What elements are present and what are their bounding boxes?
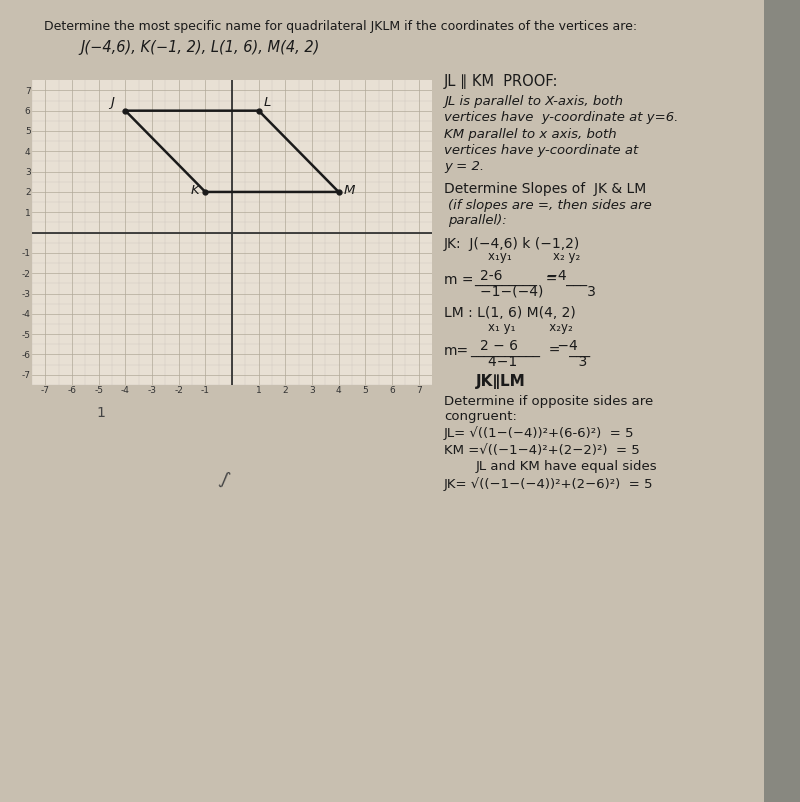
Text: JL ∥ KM  PROOF:: JL ∥ KM PROOF:: [444, 74, 558, 89]
Text: JL= √((1−(−4))²+(6-6)²)  = 5: JL= √((1−(−4))²+(6-6)²) = 5: [444, 427, 634, 440]
Text: JK∥LM: JK∥LM: [476, 374, 526, 389]
Text: 1: 1: [96, 406, 105, 420]
Text: LM : L(1, 6) M(4, 2): LM : L(1, 6) M(4, 2): [444, 306, 576, 320]
Text: _________  =  ___: _________ = ___: [474, 273, 587, 287]
Text: JK:  J(−4,6) k (−1,2): JK: J(−4,6) k (−1,2): [444, 237, 580, 250]
Text: JK= √((−1−(−4))²+(2−6)²)  = 5: JK= √((−1−(−4))²+(2−6)²) = 5: [444, 477, 654, 491]
Text: J(−4,6), K(−1, 2), L(1, 6), M(4, 2): J(−4,6), K(−1, 2), L(1, 6), M(4, 2): [80, 40, 319, 55]
Text: Determine the most specific name for quadrilateral JKLM if the coordinates of th: Determine the most specific name for qua…: [44, 20, 637, 33]
Text: Determine Slopes of  JK & LM: Determine Slopes of JK & LM: [444, 182, 646, 196]
Text: KM =√((−1−4)²+(2−2)²)  = 5: KM =√((−1−4)²+(2−2)²) = 5: [444, 444, 640, 456]
Text: 2 − 6         −4: 2 − 6 −4: [480, 339, 578, 353]
Text: x₁y₁           x₂ y₂: x₁y₁ x₂ y₂: [488, 250, 580, 263]
Text: KM parallel to x axis, both: KM parallel to x axis, both: [444, 128, 617, 141]
Text: L: L: [263, 95, 271, 108]
Text: vertices have  y-coordinate at y=6.: vertices have y-coordinate at y=6.: [444, 111, 678, 124]
Text: y = 2.: y = 2.: [444, 160, 484, 173]
Text: J: J: [110, 95, 114, 108]
Text: 2-6          −4: 2-6 −4: [480, 269, 566, 282]
Text: ∫: ∫: [216, 469, 231, 489]
Text: __________  =  ___: __________ = ___: [470, 344, 590, 358]
Text: x₁ y₁         x₂y₂: x₁ y₁ x₂y₂: [488, 321, 573, 334]
Text: parallel):: parallel):: [448, 214, 506, 227]
Text: (if slopes are =, then sides are: (if slopes are =, then sides are: [448, 199, 652, 212]
Text: congruent:: congruent:: [444, 410, 517, 423]
Text: −1−(−4)          3: −1−(−4) 3: [480, 285, 596, 298]
Text: Determine if opposite sides are: Determine if opposite sides are: [444, 395, 654, 407]
Bar: [764, 0, 800, 802]
Text: M: M: [343, 184, 355, 197]
Text: m =: m =: [444, 273, 474, 287]
Text: 4−1              3: 4−1 3: [488, 355, 587, 369]
Text: m=: m=: [444, 344, 469, 358]
Text: JL and KM have equal sides: JL and KM have equal sides: [476, 460, 658, 473]
Text: K: K: [190, 184, 199, 197]
Text: vertices have y-coordinate at: vertices have y-coordinate at: [444, 144, 638, 157]
Text: JL is parallel to X-axis, both: JL is parallel to X-axis, both: [444, 95, 623, 107]
